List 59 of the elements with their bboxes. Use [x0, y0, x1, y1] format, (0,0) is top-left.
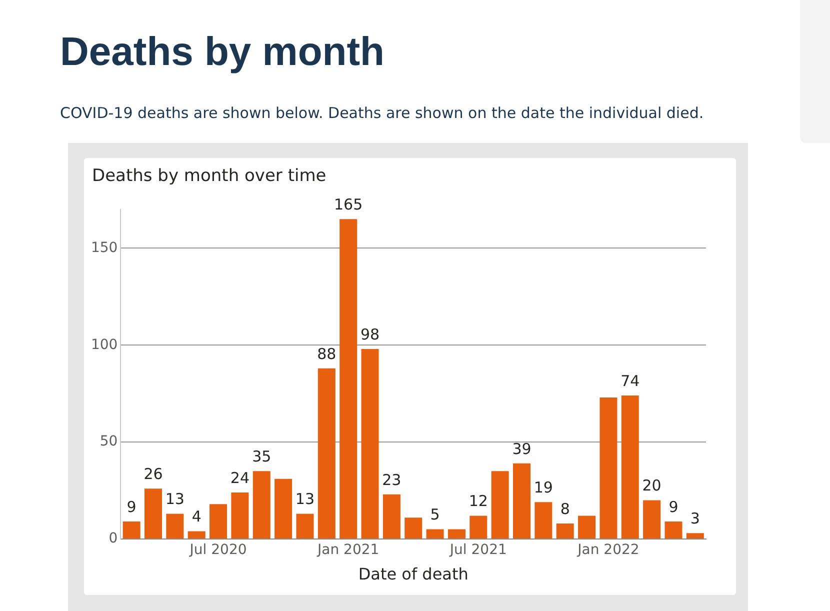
- bar: [664, 522, 682, 538]
- data-label: 26: [144, 464, 163, 483]
- data-label: 39: [512, 440, 532, 458]
- data-label: 13: [295, 490, 315, 508]
- bar: [361, 348, 379, 538]
- data-label: 9: [126, 498, 136, 516]
- chart-title: Deaths by month: [60, 30, 384, 75]
- bar: [188, 531, 206, 538]
- data-label: 98: [360, 325, 380, 344]
- y-tick-label: 100: [90, 336, 118, 353]
- bar: [340, 219, 358, 538]
- data-label: 35: [252, 448, 272, 466]
- chart-subtitle: COVID-19 deaths are shown below. Deaths are shown on the date the individual died.: [60, 104, 704, 122]
- bar: [210, 504, 228, 538]
- bar: [534, 502, 552, 538]
- data-label: 4: [192, 508, 202, 526]
- data-label: 8: [560, 500, 570, 518]
- bar: [448, 529, 466, 538]
- data-label: 5: [430, 506, 440, 524]
- x-tick-label: Jan 2022: [576, 542, 640, 558]
- bar: [470, 516, 488, 538]
- bar: [252, 471, 270, 538]
- data-label: 12: [468, 492, 488, 510]
- x-tick-label: Jul 2021: [448, 542, 507, 558]
- y-tick-label: 150: [90, 240, 118, 256]
- bar: [122, 522, 140, 538]
- data-label: 165: [334, 195, 363, 214]
- data-label: 3: [690, 510, 700, 528]
- bar: [318, 368, 336, 538]
- bar: [621, 396, 639, 538]
- data-label: 13: [165, 490, 184, 508]
- x-axis-title: Date of death: [358, 564, 468, 584]
- bar: [166, 514, 184, 538]
- bar: [578, 516, 596, 538]
- data-label: 88: [317, 344, 336, 363]
- bar: [296, 514, 314, 538]
- data-label: 20: [642, 476, 662, 495]
- data-label: 74: [620, 372, 640, 390]
- text: Deaths by month over time: [92, 166, 326, 186]
- data-label: 23: [382, 470, 402, 489]
- x-tick-label: Jan 2021: [316, 542, 380, 558]
- bar: [144, 488, 162, 538]
- bar: [643, 500, 661, 538]
- data-label: 9: [668, 498, 678, 516]
- bar: [274, 478, 292, 538]
- bar: [231, 492, 249, 538]
- bar: [426, 529, 444, 538]
- bar: [382, 494, 400, 538]
- bar: [556, 523, 574, 538]
- bar: [491, 471, 509, 538]
- bar: [512, 463, 530, 538]
- x-tick-label: Jul 2020: [188, 542, 247, 558]
- bar: [404, 518, 422, 538]
- y-tick-label: 0: [108, 530, 118, 547]
- data-label: 24: [230, 468, 250, 487]
- bar: [686, 533, 704, 538]
- y-tick-label: 50: [100, 434, 118, 450]
- bar: [600, 397, 618, 538]
- data-label: 19: [534, 478, 553, 497]
